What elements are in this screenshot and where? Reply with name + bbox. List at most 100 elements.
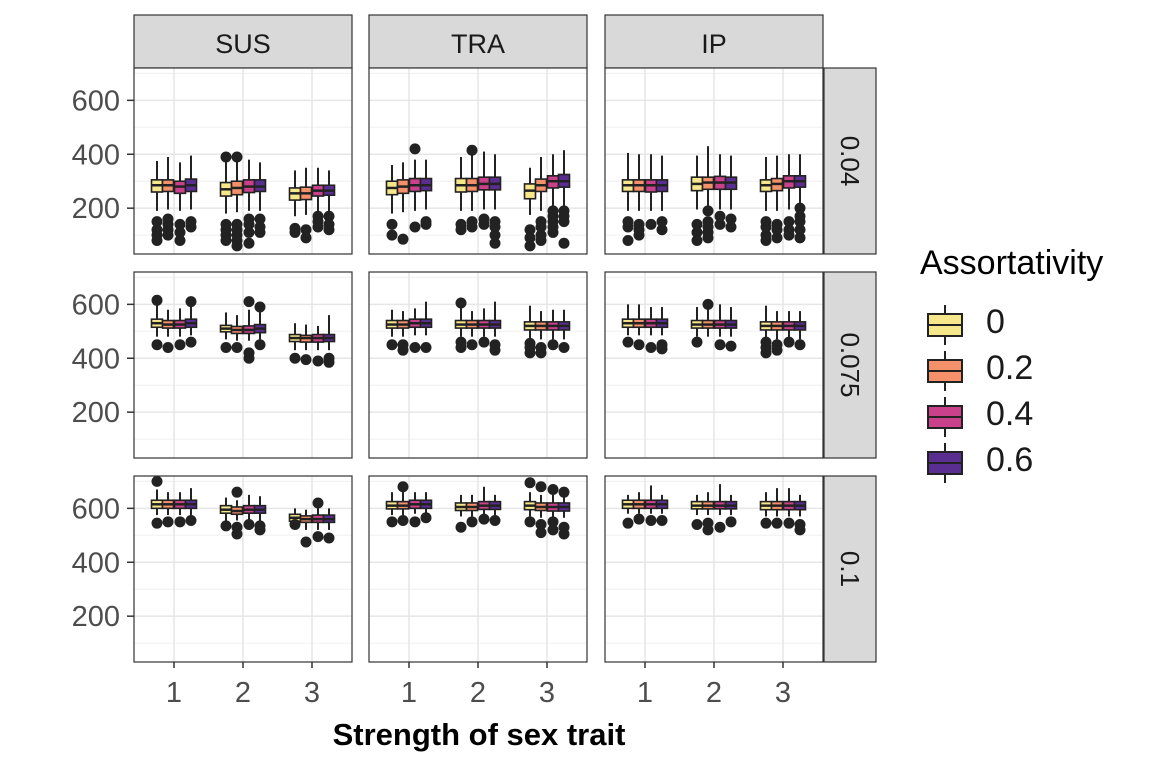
x-tick-label: 1 [166, 677, 182, 709]
box-x3-assort-0 [759, 305, 773, 359]
y-tick-label: 400 [72, 139, 120, 171]
box-x3-assort-0-4 [311, 167, 325, 233]
box-x1-assort-0 [385, 309, 399, 351]
outlier-point [547, 483, 559, 495]
outlier-point [409, 143, 421, 155]
y-tick-label: 400 [72, 343, 120, 375]
box-x2-assort-0-2 [465, 494, 479, 528]
outlier-point [312, 210, 324, 222]
outlier-point [397, 339, 409, 351]
x-axis-title: Strength of sex trait [333, 717, 626, 752]
box-x3-assort-0-6 [322, 508, 336, 544]
box-x3-assort-0-4 [546, 154, 560, 238]
outlier-point [489, 216, 501, 228]
outlier-point [547, 516, 559, 528]
outlier-point [220, 151, 232, 163]
y-tick-label: 600 [72, 493, 120, 525]
outlier-point [691, 218, 703, 230]
legend-key [927, 305, 963, 345]
outlier-point [466, 144, 478, 156]
outlier-point [151, 294, 163, 306]
box-x3-assort-0-2 [299, 324, 313, 366]
panel-border [604, 67, 824, 255]
outlier-point [645, 218, 657, 230]
x-tick-label: 3 [775, 677, 791, 709]
y-tick-label: 200 [72, 193, 120, 225]
outlier-point [185, 336, 197, 348]
outlier-point [702, 298, 714, 310]
x-tick-label: 1 [401, 677, 417, 709]
box-x2-assort-0-6 [488, 154, 502, 249]
outlier-point [489, 514, 501, 526]
outlier-point [783, 216, 795, 228]
outlier-point [466, 339, 478, 351]
box-x3-assort-0 [759, 492, 773, 529]
outlier-point [535, 216, 547, 228]
box-x3-assort-0-6 [557, 486, 571, 540]
outlier-point [524, 232, 536, 244]
panel-border [604, 271, 824, 459]
outlier-point [622, 336, 634, 348]
box-x1-assort-0-6 [419, 301, 433, 353]
outlier-point [714, 339, 726, 351]
box-x2-assort-0-6 [724, 494, 738, 528]
outlier-point [558, 205, 570, 217]
facet-label-row-0-04: 0.04 [835, 136, 865, 187]
box-x2-assort-0-4 [477, 486, 491, 525]
outlier-point [645, 341, 657, 353]
panel-sus-0-1 [133, 475, 353, 663]
box-x1-assort-0-6 [184, 296, 198, 348]
outlier-point [771, 218, 783, 230]
outlier-point [231, 151, 243, 163]
outlier-point [289, 519, 301, 531]
outlier-point [243, 296, 255, 308]
legend-key [927, 443, 963, 483]
box-x2-assort-0-4 [713, 304, 727, 351]
facet-label-row-0-1: 0.1 [835, 551, 865, 587]
outlier-point [656, 224, 668, 236]
outlier-point [312, 355, 324, 367]
outlier-point [386, 218, 398, 230]
outlier-point [633, 339, 645, 351]
box-x1-assort-0-6 [419, 492, 433, 524]
outlier-point [397, 481, 409, 493]
facet-strip-row-0-075 [823, 271, 877, 459]
box-x1-assort-0 [150, 161, 164, 247]
outlier-point [535, 229, 547, 241]
outlier-point [420, 216, 432, 228]
outlier-point [220, 341, 232, 353]
box-x3-assort-0 [523, 477, 537, 528]
outlier-point [397, 233, 409, 245]
x-tick-label: 1 [637, 677, 653, 709]
outlier-point [174, 218, 186, 230]
outlier-point [714, 521, 726, 533]
outlier-point [397, 514, 409, 526]
box-x3-assort-0-6 [557, 309, 571, 353]
panel-sus-0-075 [133, 271, 353, 459]
outlier-point [386, 339, 398, 351]
box-x3-assort-0-4 [546, 483, 560, 536]
legend-label: 0 [986, 303, 1005, 341]
outlier-point [312, 531, 324, 543]
box-x2-assort-0 [454, 297, 468, 353]
outlier-point [702, 216, 714, 228]
facet-label-sus: SUS [215, 29, 271, 59]
box-x3-assort-0-4 [311, 497, 325, 543]
outlier-point [231, 521, 243, 533]
outlier-point [455, 521, 467, 533]
box-x2-assort-0 [690, 155, 704, 247]
panel-ip-0-1 [604, 475, 824, 663]
outlier-point [151, 216, 163, 228]
outlier-point [409, 516, 421, 528]
box-x3-assort-0-2 [534, 156, 548, 247]
outlier-point [702, 205, 714, 217]
y-tick-label: 600 [72, 85, 120, 117]
outlier-point [725, 221, 737, 233]
legend-label: 0.2 [986, 349, 1034, 387]
facet-strip-tra [368, 14, 588, 69]
outlier-point [162, 341, 174, 353]
box-x2-assort-0-4 [242, 296, 256, 364]
outlier-point [771, 517, 783, 529]
box-x2-assort-0-2 [465, 144, 479, 233]
